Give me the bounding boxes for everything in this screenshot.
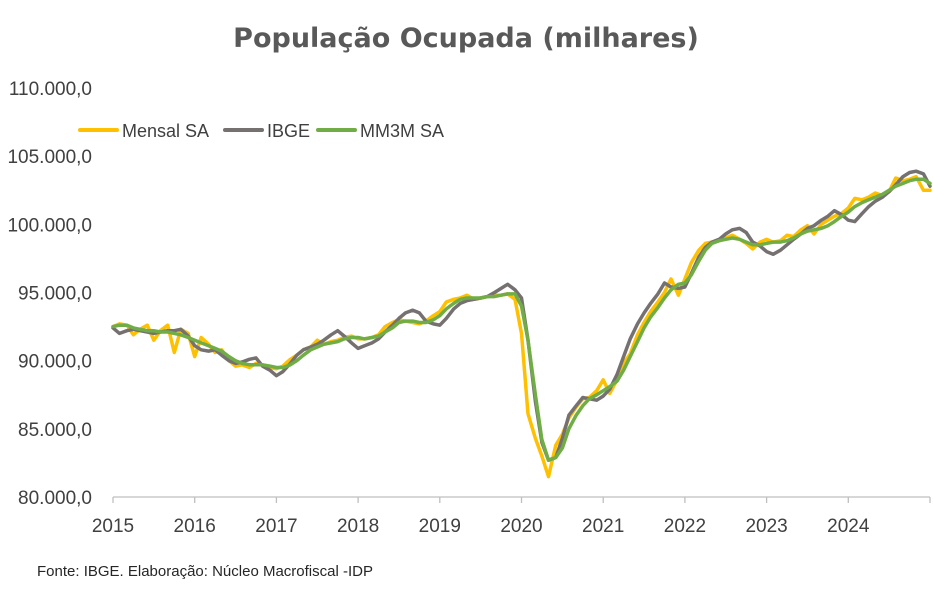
source-note: Fonte: IBGE. Elaboração: Núcleo Macrofis… xyxy=(37,563,373,580)
y-tick-label: 95.000,0 xyxy=(18,284,92,305)
x-tick-label: 2019 xyxy=(419,516,461,537)
y-tick-label: 85.000,0 xyxy=(18,420,92,441)
chart-title: População Ocupada (milhares) xyxy=(233,23,699,54)
series-line-mm3m-sa xyxy=(111,177,932,462)
x-tick-label: 2022 xyxy=(664,516,706,537)
y-tick-label: 100.000,0 xyxy=(7,215,92,236)
x-tick-label: 2016 xyxy=(174,516,216,537)
y-tick-label: 90.000,0 xyxy=(18,352,92,373)
y-axis: 110.000,0 105.000,0 100.000,0 95.000,0 90.00… xyxy=(7,79,92,509)
x-tick-label: 2015 xyxy=(92,516,134,537)
x-tick-label: 2020 xyxy=(500,516,542,537)
y-tick-label: 80.000,0 xyxy=(18,488,92,509)
legend-label: MM3M SA xyxy=(360,121,444,141)
x-tick-label: 2018 xyxy=(337,516,379,537)
x-tick-label: 2024 xyxy=(827,516,870,537)
x-axis: 2015 2016 2017 2018 2019 2020 2021 2022 2023 2024 xyxy=(92,496,931,537)
plot-area xyxy=(111,169,932,479)
y-tick-label: 105.000,0 xyxy=(7,147,92,168)
series-line-mensal-sa xyxy=(111,174,932,479)
legend-label: Mensal SA xyxy=(122,121,209,141)
x-tick-label: 2017 xyxy=(255,516,297,537)
legend: Mensal SA IBGE MM3M SA xyxy=(78,121,444,141)
x-tick-label: 2023 xyxy=(745,516,787,537)
x-tick-label: 2021 xyxy=(582,516,624,537)
series-line-ibge xyxy=(111,169,932,462)
legend-label: IBGE xyxy=(267,121,310,141)
y-tick-label: 110.000,0 xyxy=(9,79,92,100)
